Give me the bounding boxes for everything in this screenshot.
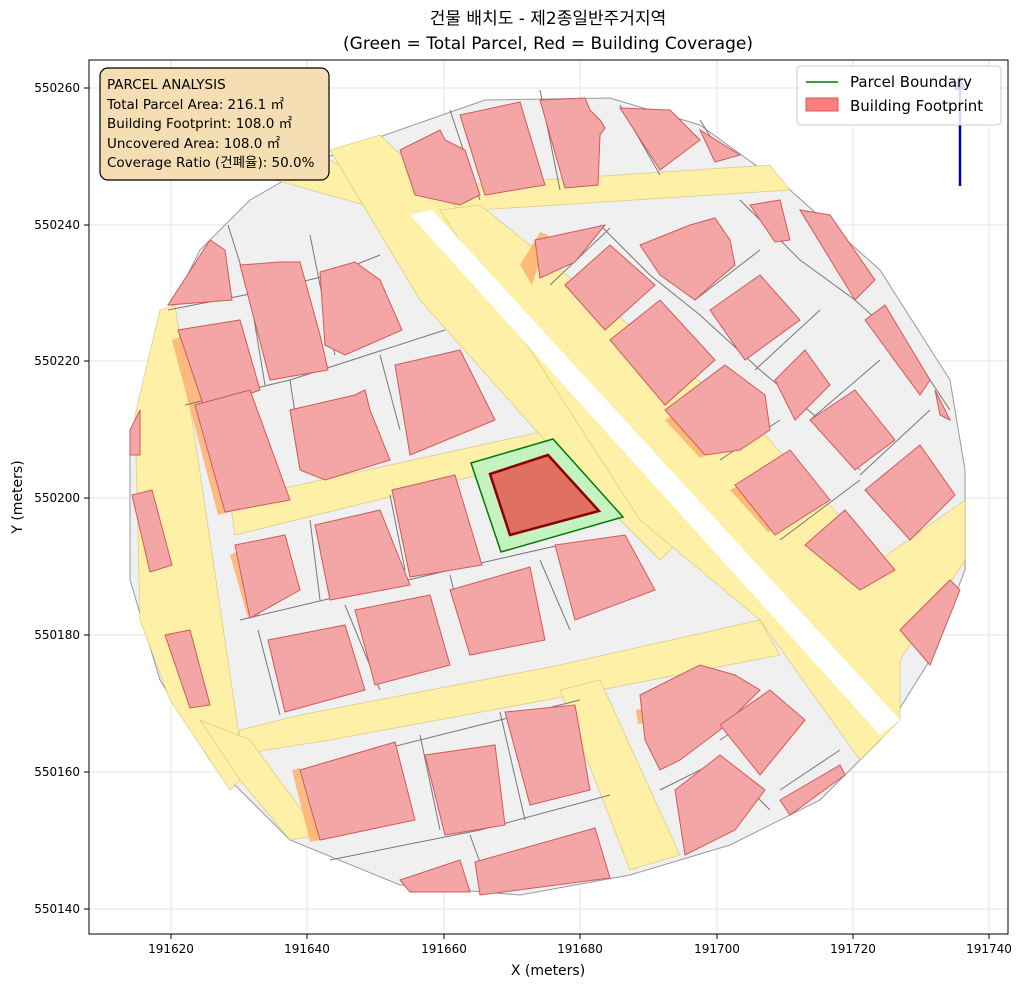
x-tick-label: 191680 [557,942,603,956]
building [564,244,656,331]
x-tick-label: 191620 [148,942,194,956]
building [934,389,952,422]
building [354,594,451,686]
building [664,364,771,456]
y-tick-label: 550220 [34,354,80,368]
building [424,744,506,836]
building [194,389,291,513]
y-axis-label: Y (meters) [10,460,26,534]
legend-label-building: Building Footprint [850,97,983,115]
building [534,224,607,279]
building [164,629,211,709]
x-axis-label: X (meters) [511,963,585,979]
building [504,704,591,806]
y-tick-label: 550200 [34,491,80,505]
building [234,534,301,619]
building [177,319,261,411]
y-tick-label: 550160 [34,765,80,779]
x-tick-labels: 191620 191640 191660 191680 191700 19172… [148,942,1012,956]
road-left-vertical [134,304,246,791]
building [734,449,831,536]
info-uncovered: Uncovered Area: 108.0 ㎡ [107,136,281,152]
building [749,199,791,243]
building [314,509,411,601]
building [131,489,173,573]
road-median [410,210,900,735]
x-tick-label: 191660 [421,942,467,956]
building [639,217,736,301]
building [674,754,766,856]
building [619,107,701,171]
legend: Parcel Boundary Building Footprint [796,65,1002,126]
building [639,664,761,771]
building [554,534,656,621]
building [459,101,546,196]
building [399,859,471,893]
road-left-lower [198,719,321,841]
building [394,349,496,456]
building [299,741,416,841]
info-coverage-ratio: Coverage Ratio (건폐율): 50.0% [107,155,315,171]
building [709,274,801,361]
building [799,209,876,301]
building [779,764,846,816]
y-tick-label: 550260 [34,81,80,95]
building [129,409,141,456]
legend-label-parcel: Parcel Boundary [850,73,972,91]
roads [134,134,966,871]
building [319,261,403,356]
building [864,304,931,396]
road-lower-vertical [559,679,681,871]
info-heading: PARCEL ANALYSIS [107,77,226,93]
building [899,579,961,666]
building [474,827,611,896]
y-tick-label: 550240 [34,218,80,232]
building [267,624,366,713]
building [719,689,806,776]
building [698,128,742,163]
map-layers [129,74,966,896]
building [399,129,481,206]
building [809,389,896,471]
subject-building [488,453,602,537]
parcel-analysis-box: PARCEL ANALYSIS Total Parcel Area: 216.1… [99,67,330,181]
info-footprint: Building Footprint: 108.0 ㎡ [107,116,293,132]
x-tick-label: 191740 [966,942,1012,956]
y-tick-label: 550140 [34,902,80,916]
axes-frame [88,59,1009,935]
building [167,239,233,306]
legend-patch-swatch [805,97,839,112]
building [239,261,329,381]
y-tick-label: 550180 [34,628,80,642]
y-tick-labels: 550140 550160 550180 550200 550220 55024… [34,81,80,916]
buildings [129,97,961,896]
building [804,509,896,591]
building [539,97,606,189]
info-total-area: Total Parcel Area: 216.1 ㎡ [106,97,284,113]
building [609,299,716,406]
building [449,566,546,656]
building [391,474,483,578]
x-tick-label: 191700 [694,942,740,956]
x-tick-label: 191720 [830,942,876,956]
chart-title-line2: (Green = Total Parcel, Red = Building Co… [343,34,753,54]
building [289,389,391,481]
building [774,349,831,421]
chart-title-line1: 건물 배치도 - 제2종일반주거지역 [430,9,666,29]
tick-marks [84,87,990,939]
x-tick-label: 191640 [284,942,330,956]
building [864,444,956,541]
